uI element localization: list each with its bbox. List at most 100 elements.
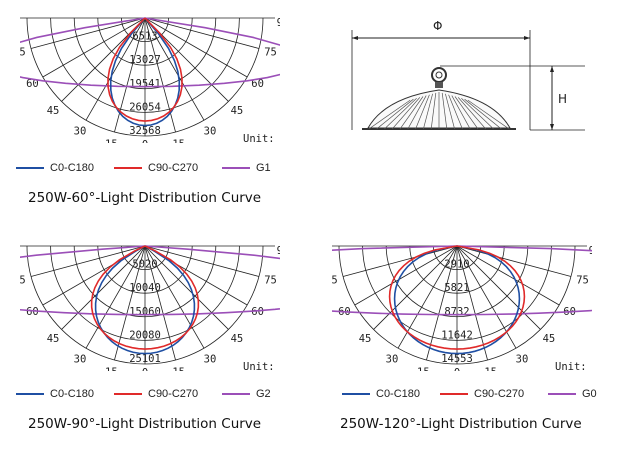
angle-label: 90 [277, 245, 280, 257]
angle-label: 30 [74, 126, 87, 138]
unit-label: Unit: cd [555, 361, 592, 371]
polar-diagram-90: 5020100401506020080251019090757560604545… [20, 236, 280, 371]
legend-item-c90: C90-C270 [114, 162, 198, 174]
angle-label: 30 [204, 126, 217, 138]
polar-plot-60: 6513130271954126054325689090757560604545… [20, 17, 280, 143]
angle-label: 75 [264, 275, 277, 287]
polar-radial-line [373, 245, 458, 330]
angle-label: 45 [47, 105, 60, 117]
lamp-fins [368, 92, 510, 130]
curve-g [332, 245, 592, 316]
legend-item-c0: C0-C180 [16, 388, 94, 400]
caption-120: 250W-120°-Light Distribution Curve [340, 416, 582, 432]
angle-label: 45 [359, 333, 372, 345]
polar-radial-line [144, 245, 176, 361]
angle-label: 60 [26, 78, 39, 90]
lamp-fin [461, 98, 494, 130]
intensity-tick-label: 2910 [444, 259, 469, 271]
angle-label: 15 [172, 367, 185, 371]
legend-label-c0: C0-C180 [50, 388, 95, 400]
diameter-arrow-left [352, 36, 358, 40]
legend-90: C0-C180 C90-C270 G2 [16, 388, 286, 404]
curve-c0-c180 [94, 245, 196, 355]
legend-label-g: G1 [256, 162, 271, 174]
polar-radial-line [456, 245, 572, 277]
intensity-tick-label: 13027 [129, 54, 161, 66]
polar-radial-line [42, 17, 146, 78]
legend-swatch-c0 [16, 167, 44, 170]
polar-radial-line [85, 17, 146, 121]
polar-radial-line [61, 245, 146, 330]
legend-item-c0: C0-C180 [16, 162, 94, 174]
legend-120: C0-C180 C90-C270 G0 [342, 388, 612, 404]
curve-c90-c270 [90, 245, 200, 350]
polar-diagram-120: 2910582187321164214553909075756060454530… [332, 236, 592, 371]
angle-label: 30 [516, 354, 529, 366]
legend-label-c0: C0-C180 [376, 388, 421, 400]
angle-label: 15 [105, 139, 118, 143]
angle-label: 30 [204, 354, 217, 366]
legend-item-c90: C90-C270 [114, 388, 198, 400]
legend-item-c90: C90-C270 [440, 388, 524, 400]
angle-label: 30 [74, 354, 87, 366]
angle-label: 90 [277, 17, 280, 29]
angle-label: 45 [231, 105, 244, 117]
lamp-fin [445, 93, 455, 130]
angle-label: 60 [26, 306, 39, 318]
polar-radial-line [30, 245, 146, 277]
polar-radial-line [456, 245, 560, 306]
curve-g [20, 245, 280, 316]
intensity-tick-label: 26054 [129, 101, 161, 113]
diameter-symbol: Φ [433, 19, 442, 33]
caption-90: 250W-90°-Light Distribution Curve [28, 416, 262, 432]
curve-c0-c180 [109, 17, 181, 127]
lamp-fin [448, 94, 463, 130]
polar-diagram-60: 6513130271954126054325689090757560604545… [20, 8, 280, 143]
lamp-fin [415, 94, 430, 130]
legend-swatch-c90 [114, 167, 142, 170]
legend-label-c90: C90-C270 [148, 388, 199, 400]
legend-label-g: G2 [256, 388, 271, 400]
unit-label: Unit: cd [243, 133, 280, 143]
lamp-fin [399, 96, 424, 130]
lamp-dimension-drawing: Φ H [340, 8, 600, 138]
height-arrow-bottom [550, 124, 554, 130]
legend-label-c90: C90-C270 [148, 162, 199, 174]
intensity-tick-label: 19541 [129, 78, 161, 90]
angle-label: 15 [105, 367, 118, 371]
lamp-hook-inner [435, 71, 443, 79]
height-arrow-top [550, 66, 554, 72]
intensity-tick-label: 5821 [444, 282, 469, 294]
intensity-tick-label: 15060 [129, 306, 161, 318]
legend-item-g: G1 [222, 162, 271, 174]
intensity-tick-label: 10040 [129, 282, 161, 294]
polar-radial-line [342, 245, 458, 277]
polar-radial-line [85, 245, 146, 349]
lamp-fin [451, 95, 471, 130]
intensity-tick-label: 14553 [441, 353, 473, 365]
unit-label: Unit: cd [243, 361, 280, 371]
lamp-fin [391, 97, 421, 130]
angle-label: 15 [172, 139, 185, 143]
intensity-tick-label: 20080 [129, 329, 161, 341]
polar-radial-line [144, 245, 205, 349]
height-symbol: H [558, 92, 567, 106]
angle-label: 75 [264, 47, 277, 59]
legend-swatch-g [222, 167, 250, 170]
lamp-fin [384, 98, 417, 130]
legend-swatch-c90 [114, 393, 142, 396]
lamp-fin [430, 92, 437, 130]
legend-label-g: G0 [582, 388, 597, 400]
angle-label: 60 [251, 78, 264, 90]
curve-g [20, 17, 280, 88]
angle-label: 45 [231, 333, 244, 345]
polar-radial-line [144, 17, 248, 78]
legend-label-c90: C90-C270 [474, 388, 525, 400]
intensity-tick-label: 8732 [444, 306, 469, 318]
legend-swatch-c0 [342, 393, 370, 396]
legend-item-g: G0 [548, 388, 597, 400]
angle-label: 15 [417, 367, 430, 371]
intensity-tick-label: 11642 [441, 329, 473, 341]
polar-radial-line [426, 245, 458, 361]
polar-radial-line [456, 245, 541, 330]
